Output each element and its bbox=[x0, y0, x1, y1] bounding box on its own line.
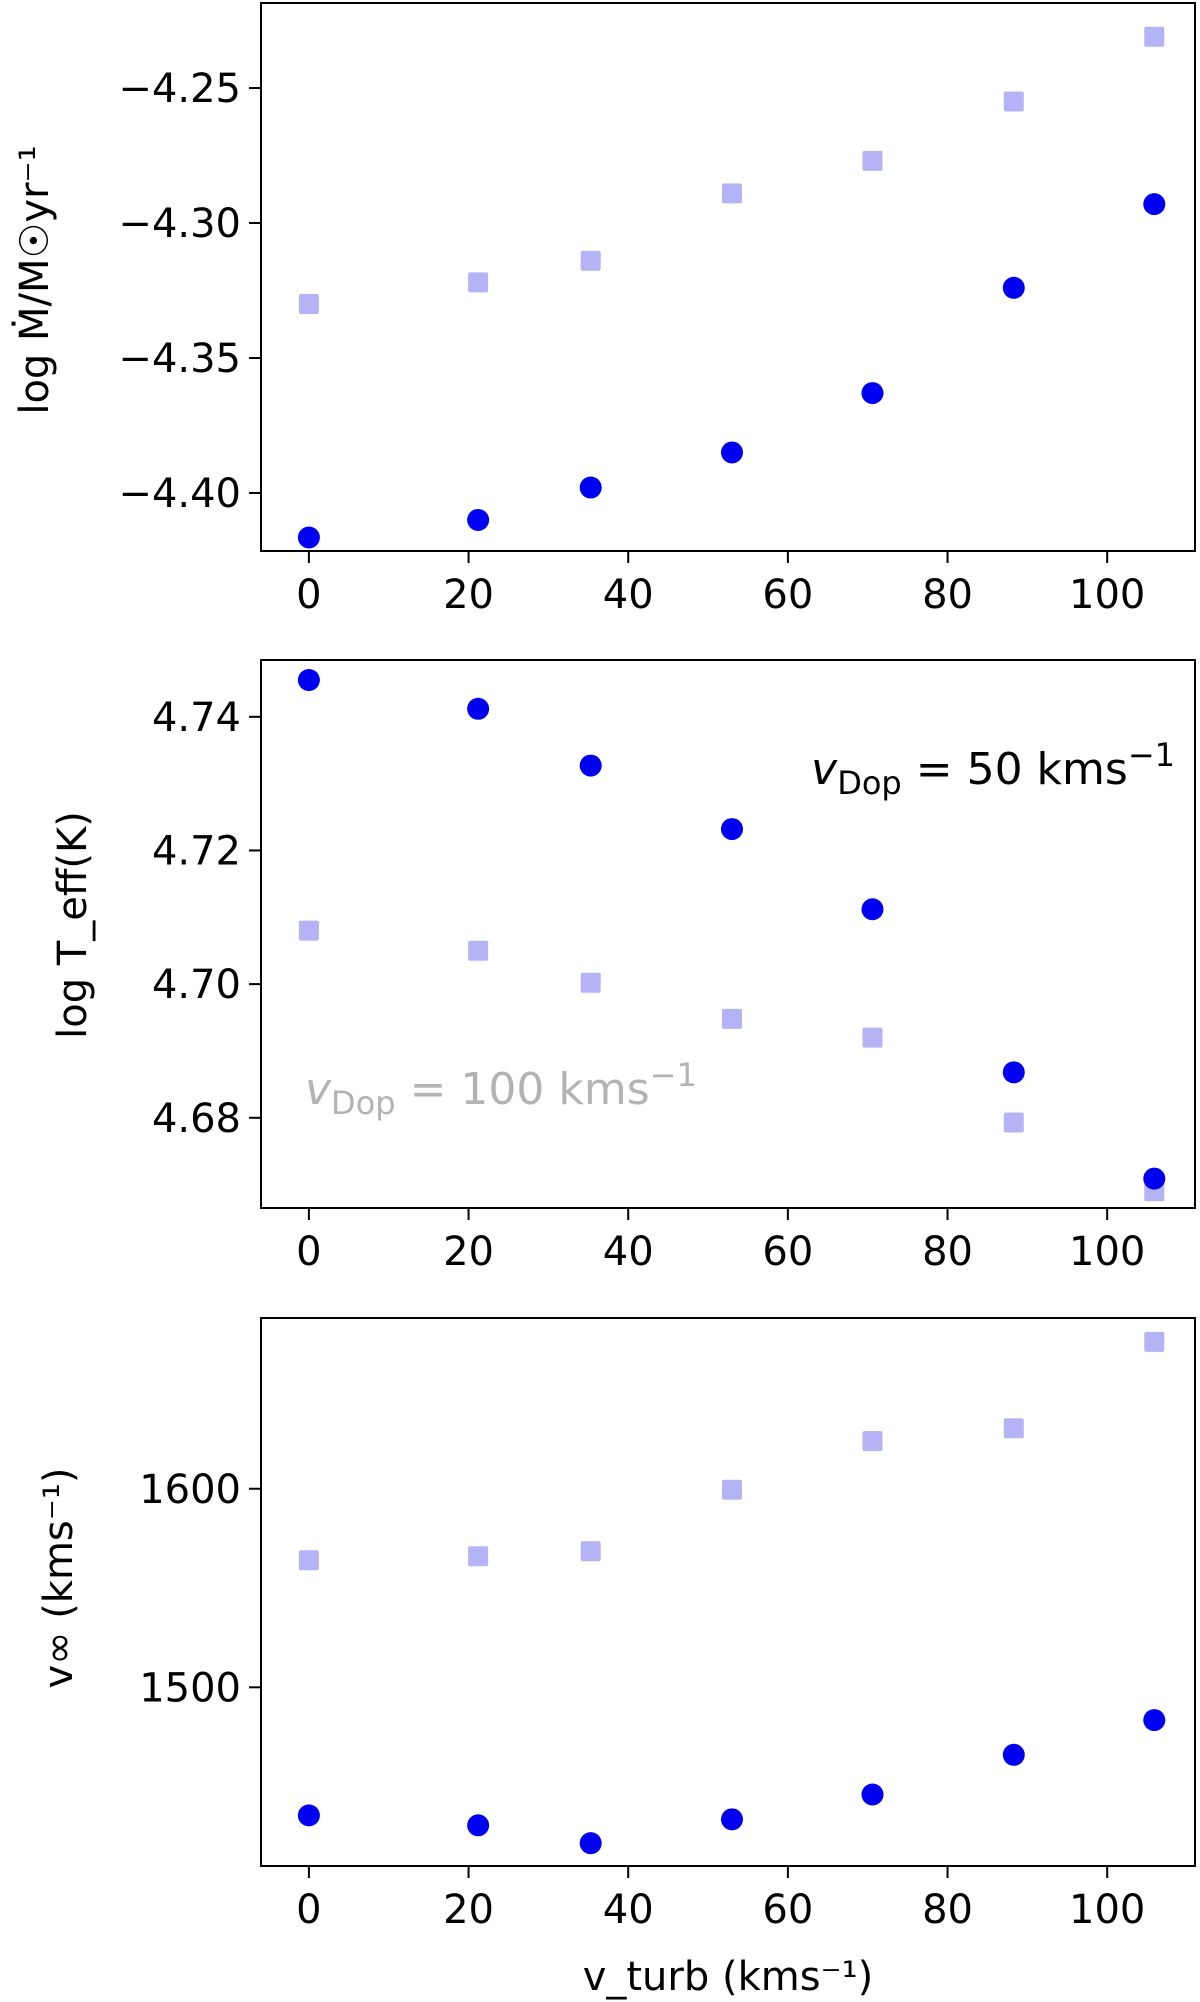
x-tick-label-teff-0: 0 bbox=[296, 1229, 321, 1275]
x-tick-label-vinf-4: 80 bbox=[922, 1887, 973, 1933]
point-square-vinf-2 bbox=[580, 1541, 601, 1562]
x-tick-label-vinf-0: 0 bbox=[296, 1887, 321, 1933]
y-tick-label-mass-loss-3: −4.40 bbox=[118, 471, 241, 517]
point-circle-mass-loss-4 bbox=[861, 382, 884, 405]
x-tick-label-teff-4: 80 bbox=[922, 1229, 973, 1275]
point-circle-vinf-2 bbox=[579, 1832, 602, 1855]
point-circle-vinf-1 bbox=[467, 1814, 490, 1837]
point-circle-vinf-6 bbox=[1143, 1709, 1166, 1732]
point-square-vinf-6 bbox=[1144, 1331, 1165, 1352]
y-axis-label-vinf: v∞ (kms⁻¹) bbox=[36, 1467, 82, 1688]
x-tick-label-mass-loss-0: 0 bbox=[296, 572, 321, 618]
point-square-mass-loss-5 bbox=[1003, 91, 1024, 112]
x-tick-label-vinf-1: 20 bbox=[443, 1887, 494, 1933]
annotation-vdop-100-sub: Dop bbox=[331, 1084, 396, 1122]
annotation-vdop-100: vDop = 100 kms−1 bbox=[305, 1056, 697, 1122]
point-circle-mass-loss-6 bbox=[1143, 193, 1166, 216]
point-square-mass-loss-1 bbox=[468, 272, 489, 293]
point-circle-mass-loss-3 bbox=[720, 441, 743, 464]
x-tick-label-teff-1: 20 bbox=[443, 1229, 494, 1275]
point-circle-mass-loss-0 bbox=[297, 526, 320, 549]
point-square-teff-2 bbox=[580, 972, 601, 993]
x-tick-label-vinf-3: 60 bbox=[762, 1887, 813, 1933]
point-circle-vinf-3 bbox=[720, 1808, 743, 1831]
point-circle-teff-0 bbox=[297, 669, 320, 692]
plot-frame-vinf bbox=[260, 1317, 1196, 1867]
annotation-vdop-50-sub: Dop bbox=[837, 764, 902, 802]
y-axis-label-mass-loss-text: log Ṁ/M☉yr⁻¹ bbox=[10, 145, 58, 414]
panel-effective-temperature: log T_eff(K) 0 20 40 60 80 100 4.74 4.72 4.70 4.6… bbox=[50, 659, 1196, 1275]
point-circle-teff-3 bbox=[720, 818, 743, 841]
point-circle-vinf-0 bbox=[297, 1804, 320, 1827]
point-square-teff-0 bbox=[298, 920, 319, 941]
point-circle-mass-loss-5 bbox=[1002, 276, 1025, 299]
point-square-vinf-0 bbox=[298, 1550, 319, 1571]
x-tick-label-mass-loss-3: 60 bbox=[762, 572, 813, 618]
x-tick-label-mass-loss-5: 100 bbox=[1069, 572, 1145, 618]
point-square-teff-5 bbox=[1003, 1112, 1024, 1133]
y-tick-label-teff-1: 4.72 bbox=[152, 828, 241, 874]
y-tick-label-teff-3: 4.68 bbox=[152, 1096, 241, 1142]
x-axis-label-text: v_turb (kms⁻¹) bbox=[583, 1954, 874, 2000]
y-tick-label-teff-2: 4.70 bbox=[152, 962, 241, 1008]
x-tick-label-mass-loss-1: 20 bbox=[443, 572, 494, 618]
annotation-vdop-50-sup: −1 bbox=[1128, 736, 1175, 774]
y-axis-label-vinf-text: v∞ (kms⁻¹) bbox=[36, 1467, 82, 1688]
point-square-teff-4 bbox=[862, 1027, 883, 1048]
annotation-vdop-50-rest: = 50 kms bbox=[902, 744, 1128, 795]
point-circle-vinf-5 bbox=[1002, 1743, 1025, 1766]
y-tick-label-mass-loss-2: −4.35 bbox=[118, 336, 241, 382]
point-circle-teff-6 bbox=[1143, 1167, 1166, 1190]
annotation-vdop-100-v: v bbox=[305, 1064, 332, 1115]
x-tick-label-mass-loss-4: 80 bbox=[922, 572, 973, 618]
x-tick-label-teff-3: 60 bbox=[762, 1229, 813, 1275]
point-square-mass-loss-2 bbox=[580, 250, 601, 271]
panel-terminal-velocity: v∞ (kms⁻¹) 0 20 40 60 80 100 1600 1500 v_turb (… bbox=[36, 1317, 1196, 2000]
y-axis-label-teff-text: log T_eff(K) bbox=[50, 811, 96, 1039]
panel-mass-loss: log Ṁ/M☉yr⁻¹ 0 20 40 60 80 100 −4.25 −4.30 −4.35… bbox=[10, 2, 1196, 618]
point-square-mass-loss-3 bbox=[721, 183, 742, 204]
point-circle-teff-1 bbox=[467, 697, 490, 720]
y-tick-label-vinf-1: 1500 bbox=[139, 1665, 241, 1711]
point-square-mass-loss-4 bbox=[862, 150, 883, 171]
point-square-mass-loss-0 bbox=[298, 293, 319, 314]
y-tick-label-vinf-0: 1600 bbox=[139, 1467, 241, 1513]
x-tick-label-teff-2: 40 bbox=[603, 1229, 654, 1275]
x-tick-label-mass-loss-2: 40 bbox=[603, 572, 654, 618]
x-tick-label-teff-5: 100 bbox=[1069, 1229, 1145, 1275]
x-tick-label-vinf-5: 100 bbox=[1069, 1887, 1145, 1933]
point-square-teff-1 bbox=[468, 940, 489, 961]
y-axis-label-mass-loss: log Ṁ/M☉yr⁻¹ bbox=[10, 145, 58, 414]
point-circle-vinf-4 bbox=[861, 1783, 884, 1806]
point-square-teff-3 bbox=[721, 1008, 742, 1029]
point-square-mass-loss-6 bbox=[1144, 26, 1165, 47]
point-square-vinf-4 bbox=[862, 1431, 883, 1452]
annotation-vdop-100-rest: = 100 kms bbox=[396, 1064, 650, 1115]
plot-frame-teff bbox=[260, 659, 1196, 1209]
point-circle-teff-5 bbox=[1002, 1061, 1025, 1084]
y-tick-label-teff-0: 4.74 bbox=[152, 695, 241, 741]
point-circle-teff-4 bbox=[861, 898, 884, 921]
point-square-vinf-3 bbox=[721, 1479, 742, 1500]
annotation-vdop-50-v: v bbox=[811, 744, 838, 795]
plot-frame-mass-loss bbox=[260, 2, 1196, 552]
y-axis-label-teff: log T_eff(K) bbox=[50, 811, 96, 1039]
point-circle-teff-2 bbox=[579, 754, 602, 777]
point-circle-mass-loss-2 bbox=[579, 476, 602, 499]
y-tick-label-mass-loss-1: −4.30 bbox=[118, 201, 241, 247]
annotation-vdop-100-sup: −1 bbox=[650, 1056, 697, 1094]
point-square-vinf-5 bbox=[1003, 1418, 1024, 1439]
point-circle-mass-loss-1 bbox=[467, 508, 490, 531]
point-square-vinf-1 bbox=[468, 1546, 489, 1567]
x-tick-label-vinf-2: 40 bbox=[603, 1887, 654, 1933]
y-tick-label-mass-loss-0: −4.25 bbox=[118, 66, 241, 112]
x-axis-label: v_turb (kms⁻¹) bbox=[583, 1954, 874, 2000]
annotation-vdop-50: vDop = 50 kms−1 bbox=[811, 736, 1175, 802]
